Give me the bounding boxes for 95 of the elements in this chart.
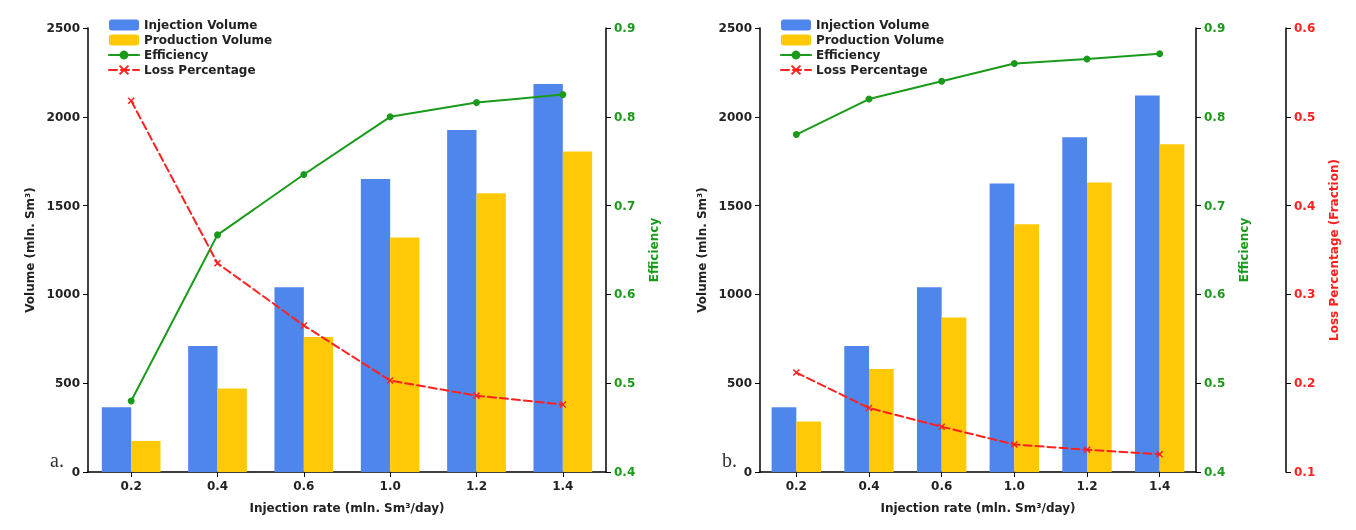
y3-tick-label: 0.1 <box>1294 465 1316 479</box>
y2-tick-label: 0.8 <box>614 109 636 124</box>
y3-tick-label: 0.2 <box>1294 376 1316 391</box>
y3-tick-label: 0.6 <box>1294 21 1316 35</box>
y2-tick-label: 0.9 <box>1204 21 1226 35</box>
y-axis-title: Volume (mln. Sm³) <box>694 187 709 313</box>
legend-label: Injection Volume <box>816 18 930 32</box>
legend-label: Loss Percentage <box>816 63 928 77</box>
bar <box>941 317 967 472</box>
bar <box>188 345 218 472</box>
x-axis-title: Injection rate (mln. Sm³/day) <box>249 501 445 515</box>
bar <box>1062 137 1087 472</box>
legend-label: Production Volume <box>144 33 273 47</box>
bar <box>217 388 247 472</box>
y2-tick-label: 0.4 <box>1204 465 1226 479</box>
y-tick-label: 1000 <box>46 287 80 302</box>
bar <box>989 183 1015 472</box>
y-tick-label: 2500 <box>46 21 80 35</box>
y-tick-label: 0 <box>71 465 80 479</box>
bar <box>533 83 563 472</box>
y3-tick-label: 0.5 <box>1294 109 1316 124</box>
y2-axis-title: Efficiency <box>1237 217 1251 283</box>
y2-tick-label: 0.5 <box>614 376 636 391</box>
bar <box>274 287 304 472</box>
legend-label: Injection Volume <box>144 18 258 32</box>
y-tick-label: 1000 <box>718 287 752 302</box>
point <box>127 397 135 405</box>
bar <box>1159 144 1185 472</box>
bar <box>916 287 942 472</box>
legend-label: Production Volume <box>816 33 945 47</box>
text: a. <box>50 449 64 471</box>
point <box>938 77 946 85</box>
bar <box>476 193 506 472</box>
bar <box>771 407 797 472</box>
bar <box>101 407 132 472</box>
legend-label: Loss Percentage <box>144 63 256 77</box>
y3-tick-label: 0.4 <box>1294 198 1316 213</box>
x-tick-label: 1.2 <box>1076 479 1098 493</box>
y-tick-label: 500 <box>54 376 80 391</box>
y2-tick-label: 0.6 <box>614 287 636 302</box>
bar <box>1014 224 1040 472</box>
bar <box>1087 182 1112 472</box>
y2-tick-label: 0.7 <box>614 198 636 213</box>
bar <box>1134 95 1160 472</box>
y2-tick-label: 0.8 <box>1204 109 1226 124</box>
x-tick-label: 1.0 <box>1003 479 1025 493</box>
y2-tick-label: 0.4 <box>614 465 636 479</box>
bar <box>360 178 391 472</box>
point <box>214 231 221 239</box>
bar <box>447 130 477 472</box>
bar <box>303 337 334 472</box>
point <box>1156 50 1164 58</box>
y-tick-label: 1500 <box>46 198 80 213</box>
y2-tick-label: 0.6 <box>1204 287 1226 302</box>
bar <box>844 345 869 472</box>
x-tick-label: 0.2 <box>120 479 142 493</box>
x-tick-label: 0.4 <box>858 479 880 493</box>
legend-label: Efficiency <box>816 48 881 62</box>
y2-tick-label: 0.9 <box>614 21 636 35</box>
text: b. <box>722 449 737 471</box>
bar <box>796 421 822 472</box>
bar <box>562 151 593 472</box>
y-tick-label: 2000 <box>718 109 752 124</box>
x-axis-title: Injection rate (mln. Sm³/day) <box>880 501 1076 515</box>
x-tick-label: 0.2 <box>785 479 807 493</box>
y2-axis-title: Efficiency <box>647 217 661 283</box>
point <box>300 171 308 179</box>
y-tick-label: 0 <box>743 465 752 479</box>
y3-axis-title: Loss Percentage (Fraction) <box>1327 159 1341 341</box>
x-tick-label: 0.6 <box>293 479 315 493</box>
x-tick-label: 1.2 <box>465 479 488 493</box>
bar <box>131 440 161 472</box>
point <box>937 422 946 431</box>
y2-tick-label: 0.7 <box>1204 198 1226 213</box>
y-axis-title: Volume (mln. Sm³) <box>22 187 37 313</box>
x-tick-label: 0.4 <box>206 479 229 493</box>
point <box>473 99 480 107</box>
x-tick-label: 1.4 <box>1149 479 1171 493</box>
point <box>127 97 135 105</box>
bar <box>390 237 420 472</box>
y-tick-label: 2500 <box>718 21 752 35</box>
y-tick-label: 1500 <box>718 198 752 213</box>
y3-tick-label: 0.3 <box>1294 287 1316 302</box>
point <box>559 91 567 99</box>
y-tick-label: 2000 <box>46 109 80 124</box>
y-tick-label: 500 <box>726 376 752 391</box>
point <box>792 131 800 139</box>
point <box>1010 60 1018 68</box>
bar <box>869 368 894 472</box>
legend-label: Efficiency <box>144 48 209 62</box>
x-tick-label: 0.6 <box>931 479 953 493</box>
point <box>386 113 394 121</box>
x-tick-label: 1.0 <box>379 479 401 493</box>
y2-tick-label: 0.5 <box>1204 376 1226 391</box>
x-tick-label: 1.4 <box>552 479 574 493</box>
